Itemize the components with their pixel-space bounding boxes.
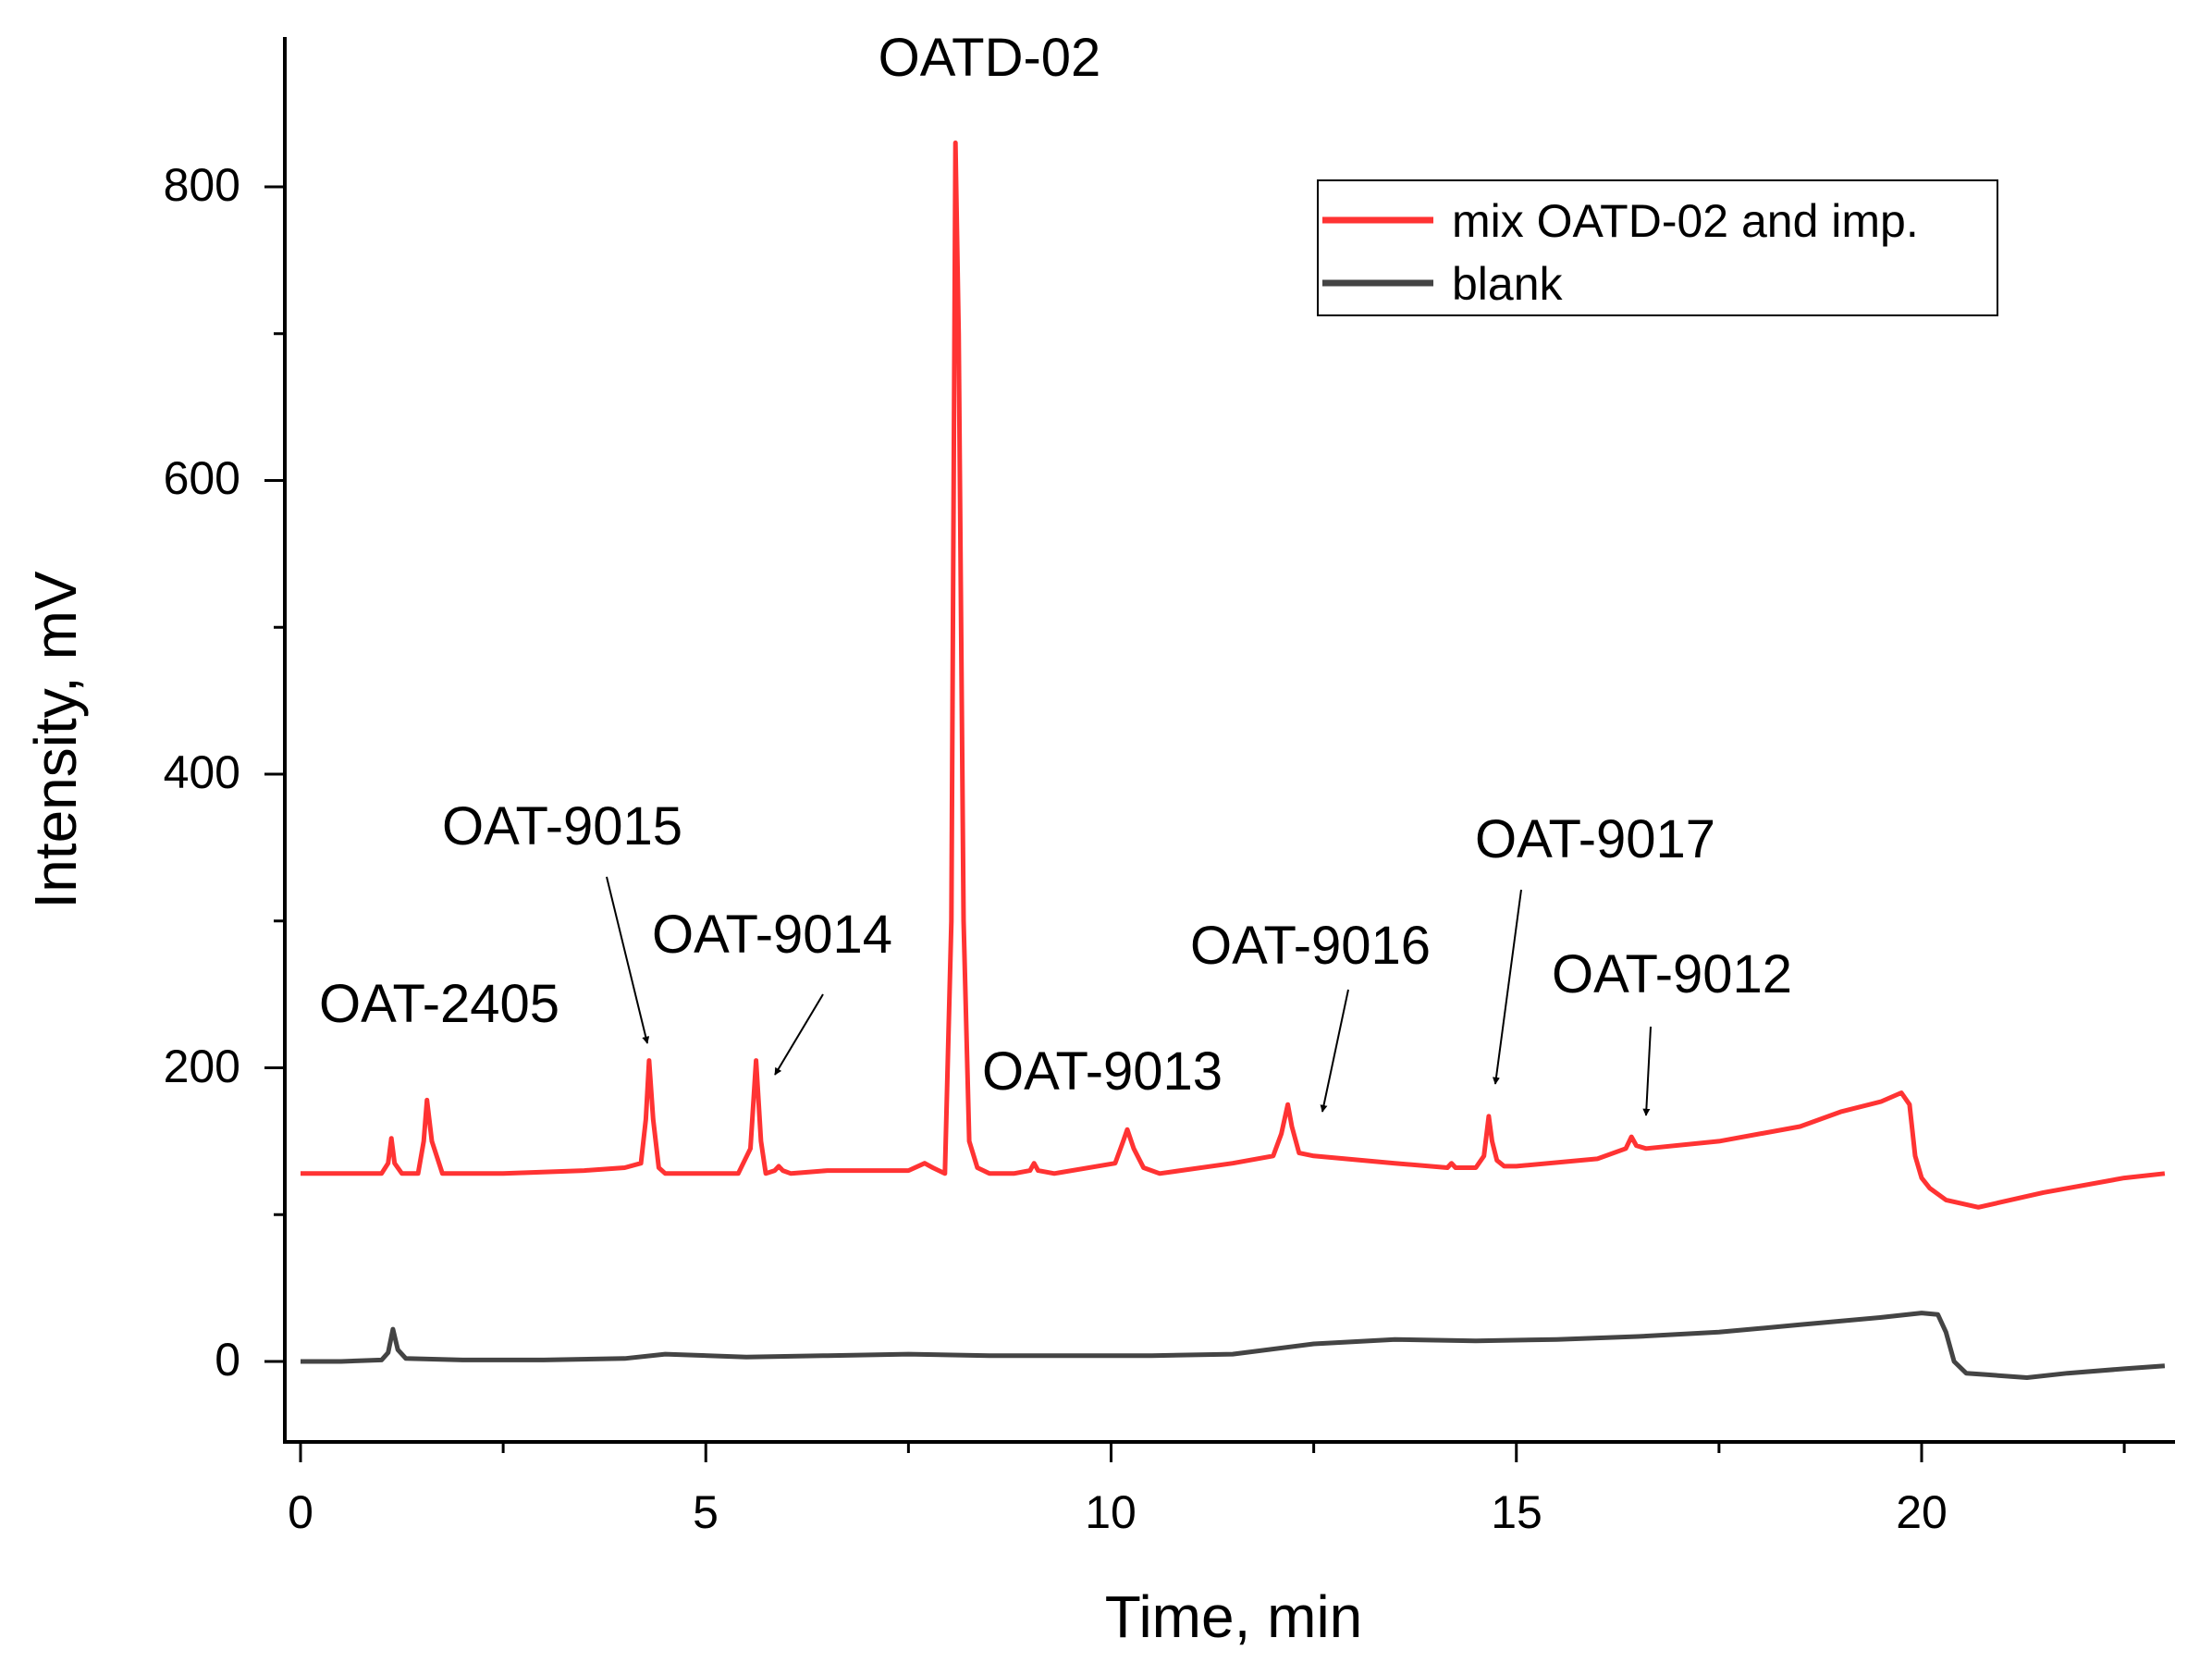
annotation-arrow-oat-9014 <box>774 993 824 1076</box>
peak-label-oat-9016: OAT-9016 <box>1190 916 1431 976</box>
peak-label-oat-9015: OAT-9015 <box>442 796 682 856</box>
annotation-arrow-oat-9012 <box>1642 1026 1652 1116</box>
x-tick-label: 20 <box>1896 1486 1948 1538</box>
peak-label-oat-2405: OAT-2405 <box>319 974 559 1034</box>
peak-label-oat-9014: OAT-9014 <box>652 905 892 965</box>
x-axis-title: Time, min <box>1105 1583 1363 1650</box>
x-tick-label: 15 <box>1491 1486 1542 1538</box>
y-tick-label: 600 <box>164 452 240 504</box>
series-line-mix <box>301 140 2166 1210</box>
annotation-arrow-oat-9016 <box>1320 989 1349 1113</box>
y-tick-label: 800 <box>164 159 240 211</box>
y-axis-title: Intensity, mV <box>22 571 89 908</box>
legend-label-blank: blank <box>1452 258 1564 310</box>
y-tick-label: 200 <box>164 1041 240 1092</box>
peak-label-oat-9013: OAT-9013 <box>982 1041 1223 1102</box>
peak-label-oat-9012: OAT-9012 <box>1552 944 1792 1004</box>
legend-box <box>1317 179 1998 316</box>
y-tick-label: 0 <box>215 1334 240 1386</box>
x-tick-label: 10 <box>1085 1486 1137 1538</box>
x-tick-label: 5 <box>693 1486 719 1538</box>
annotation-arrow-oat-9015 <box>606 876 650 1044</box>
series-group <box>301 140 2166 1380</box>
y-tick-label: 400 <box>164 746 240 798</box>
peak-label-oatd-02: OATD-02 <box>879 28 1101 88</box>
x-tick-label: 0 <box>288 1486 313 1538</box>
annotation-arrow-oat-9017 <box>1492 889 1522 1085</box>
series-line-blank <box>301 1311 2166 1380</box>
legend-label-mix: mix OATD-02 and imp. <box>1452 195 1919 247</box>
peak-label-oat-9017: OAT-9017 <box>1475 809 1715 869</box>
legend: mix OATD-02 and imp. blank <box>1317 179 1998 316</box>
